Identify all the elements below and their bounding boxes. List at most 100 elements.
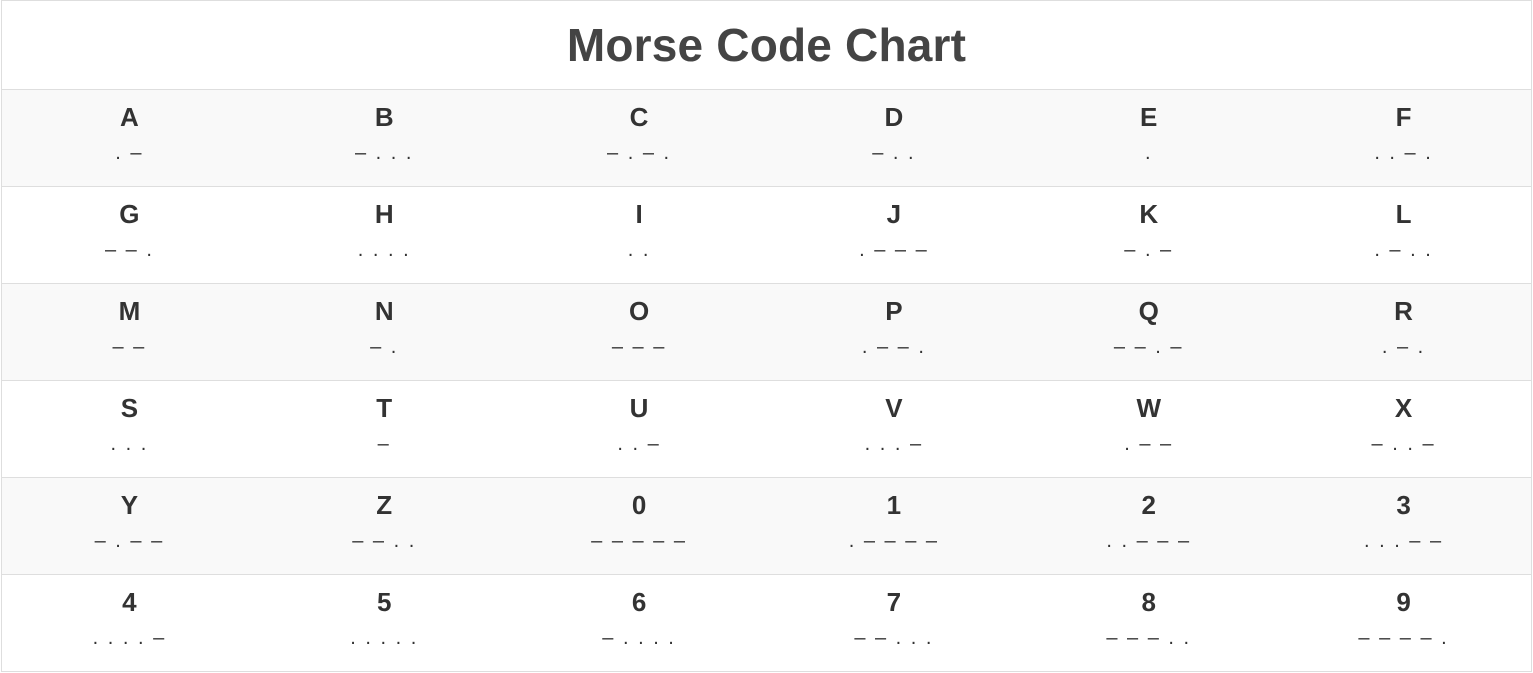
morse-character: H <box>374 199 394 229</box>
morse-cell: W . – – <box>1021 381 1276 477</box>
morse-code-sequence: . . . . – <box>92 627 167 649</box>
morse-character: P <box>885 296 903 326</box>
morse-cell: 9 – – – – . <box>1276 575 1531 671</box>
morse-code-sequence: – – . . <box>352 530 417 552</box>
morse-character: X <box>1394 393 1413 423</box>
morse-character: Z <box>376 490 393 520</box>
morse-code-sequence: – . – – <box>94 530 165 552</box>
morse-cell: X – . . – <box>1276 381 1531 477</box>
morse-character: I <box>635 199 643 229</box>
morse-code-sequence: . – – – <box>859 239 929 261</box>
morse-code-sequence: . . – – – <box>1106 530 1192 552</box>
morse-code-sequence: – – – <box>611 336 667 358</box>
morse-character: U <box>629 393 649 423</box>
morse-code-sequence: – – <box>112 336 147 358</box>
morse-code-sequence: – – – – – <box>591 530 687 552</box>
morse-character: S <box>120 393 139 423</box>
morse-cell: 0 – – – – – <box>512 478 767 574</box>
morse-code-sequence: – . . – <box>1371 433 1436 455</box>
morse-cell: D – . . <box>766 90 1021 186</box>
morse-cell: 3 . . . – – <box>1276 478 1531 574</box>
morse-cell: L . – . . <box>1276 187 1531 283</box>
morse-character: Q <box>1138 296 1159 326</box>
morse-cell: A . – <box>2 90 257 186</box>
morse-code-sequence: . . . . . <box>350 627 419 649</box>
morse-code-sequence: – . . <box>872 142 916 164</box>
morse-character: B <box>374 102 394 132</box>
morse-cell: F . . – . <box>1276 90 1531 186</box>
morse-cell: P . – – . <box>766 284 1021 380</box>
morse-code-sequence: – . – . <box>607 142 672 164</box>
page-title: Morse Code Chart <box>566 19 967 71</box>
morse-character: 3 <box>1396 490 1411 520</box>
morse-cell: Q – – . – <box>1021 284 1276 380</box>
morse-cell: T – <box>257 381 512 477</box>
morse-code-sequence: – – – . . <box>1106 627 1192 649</box>
morse-code-sequence: . . . – – <box>1363 530 1444 552</box>
morse-character: 6 <box>631 587 647 617</box>
morse-cell: E. <box>1021 90 1276 186</box>
morse-character: 4 <box>122 587 137 617</box>
morse-code-sequence: – . . . <box>355 142 414 164</box>
morse-cell: 8 – – – . . <box>1021 575 1276 671</box>
morse-row: S. . . T – U. . – V. . . – W. – – X – . . – <box>2 381 1531 478</box>
morse-character: 1 <box>886 490 902 520</box>
morse-row: G – – . H . . . . I . . J . – – – K – . – L . – . . <box>2 187 1531 284</box>
morse-character: 0 <box>631 490 647 520</box>
morse-code-sequence: – – . – <box>1113 336 1184 358</box>
morse-code-sequence: . – – – – <box>848 530 940 552</box>
morse-character: A <box>120 102 139 132</box>
morse-character: J <box>886 199 902 229</box>
morse-cell: 2 . . – – – <box>1021 478 1276 574</box>
morse-code-sequence: . . <box>627 239 651 261</box>
morse-cell: J . – – – <box>766 187 1021 283</box>
morse-cell: V . . . – <box>766 381 1021 477</box>
morse-cell: 1 . – – – – <box>766 478 1021 574</box>
morse-character: M <box>118 296 141 326</box>
morse-row: A . – B – . . . C – . – . D – . . E. F . . – . <box>2 90 1531 187</box>
morse-code-sequence: . – . . <box>1374 239 1433 261</box>
morse-code-sequence: – . . . . <box>602 627 676 649</box>
morse-character: W <box>1136 393 1161 423</box>
morse-character: T <box>376 393 393 423</box>
morse-code-sequence: . . . . <box>357 239 411 261</box>
morse-cell: 5 . . . . . <box>257 575 512 671</box>
morse-character: 5 <box>377 587 392 617</box>
morse-row: Y – . – – Z – – . . 0 – – – – – 1 . – – – – 2 . .… <box>2 478 1531 575</box>
morse-character: F <box>1395 102 1412 132</box>
morse-cell: M – – <box>2 284 257 380</box>
morse-cell: C – . – . <box>512 90 767 186</box>
morse-character: 8 <box>1141 587 1156 617</box>
morse-character: 7 <box>886 587 902 617</box>
morse-cell: G – – . <box>2 187 257 283</box>
morse-code-sequence: – <box>377 433 391 455</box>
morse-row: M – – N – . O – – – P . – – . Q – – . – R . – . <box>2 284 1531 381</box>
title-bar: Morse Code Chart <box>2 1 1531 90</box>
morse-code-sequence: – – . <box>104 239 154 261</box>
morse-cell: 6 – . . . . <box>512 575 767 671</box>
morse-code-sequence: – . – <box>1124 239 1174 261</box>
morse-character: K <box>1139 199 1159 229</box>
morse-character: E <box>1140 102 1158 132</box>
morse-character: G <box>119 199 140 229</box>
morse-cell: U . . – <box>512 381 767 477</box>
morse-character: V <box>885 393 903 423</box>
morse-code-sequence: – . <box>370 336 399 358</box>
morse-code-sequence: . – . <box>1381 336 1426 358</box>
morse-cell: R . – . <box>1276 284 1531 380</box>
morse-cell: Z – – . . <box>257 478 512 574</box>
morse-grid: A. – B – . . . C – . – . D – . .E.F. . – . G – –… <box>2 90 1531 672</box>
morse-character: R <box>1394 296 1413 326</box>
morse-code-sequence: . <box>1144 142 1153 164</box>
morse-cell: I . . <box>512 187 767 283</box>
morse-cell: 4 . . . . – <box>2 575 257 671</box>
morse-cell: B – . . . <box>257 90 512 186</box>
morse-character: D <box>884 102 904 132</box>
morse-cell: O – – – <box>512 284 767 380</box>
morse-cell: H . . . . <box>257 187 512 283</box>
morse-cell: Y – . – – <box>2 478 257 574</box>
morse-cell: 7 – – . . . <box>766 575 1021 671</box>
morse-code-sequence: . . . – <box>864 433 924 455</box>
morse-code-sequence: – – . . . <box>854 627 934 649</box>
